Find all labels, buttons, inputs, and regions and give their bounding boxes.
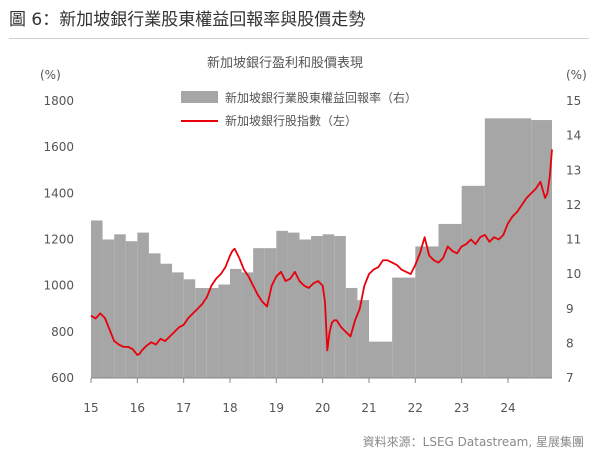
x-tick-label: 21: [361, 401, 376, 415]
roe-bar: [218, 284, 230, 378]
left-tick-label: 1200: [43, 233, 74, 247]
roe-bar: [357, 300, 369, 378]
index-line: [90, 149, 553, 356]
left-tick-label: 1000: [43, 279, 74, 293]
roe-bar: [276, 230, 288, 378]
roe-bar: [102, 239, 115, 378]
roe-bar: [183, 279, 196, 378]
x-tick-label: 23: [454, 401, 469, 415]
right-tick-label: 8: [566, 336, 574, 350]
right-axis: 7 8 9 10 11 12 13 14 15: [566, 94, 581, 385]
right-tick-label: 10: [566, 267, 581, 281]
roe-bar: [195, 287, 207, 378]
roe-bar: [322, 234, 335, 378]
figure-title: 圖 6：新加坡銀行業股東權益回報率與股價走勢: [9, 10, 366, 30]
right-axis-unit: (%): [566, 68, 587, 82]
x-tick-label: 16: [130, 401, 145, 415]
roe-bar: [229, 268, 242, 378]
roe-bars: [91, 118, 552, 378]
left-tick-label: 1800: [43, 94, 74, 108]
roe-bar: [148, 253, 161, 378]
x-tick-label: 17: [176, 401, 191, 415]
x-tick-label: 22: [408, 401, 423, 415]
roe-bar: [507, 118, 532, 378]
roe-bar: [206, 287, 219, 378]
x-tick-label: 18: [222, 401, 237, 415]
chart-title: 新加坡銀行盈利和股價表現: [207, 55, 363, 71]
left-tick-label: 1600: [43, 140, 74, 154]
roe-bar: [334, 236, 346, 378]
left-axis: 600 800 1000 1200 1400 1600 1800: [43, 94, 74, 385]
right-tick-label: 12: [566, 198, 581, 212]
x-axis: 15 16 17 18 19 20 21 22 23 24: [83, 378, 516, 415]
roe-bar: [531, 120, 552, 378]
title-divider: [9, 38, 589, 39]
roe-bar: [461, 185, 485, 378]
roe-bar: [160, 263, 173, 378]
legend-label-index: 新加坡銀行股指數（左）: [225, 113, 357, 128]
roe-bar: [125, 241, 138, 378]
roe-bar: [287, 232, 300, 378]
roe-bar: [241, 272, 254, 378]
roe-bar: [114, 234, 126, 378]
left-axis-unit: (%): [40, 68, 61, 82]
legend-label-roe: 新加坡銀行業股東權益回報率（右）: [225, 90, 417, 105]
roe-bar: [392, 277, 416, 378]
roe-bar: [484, 118, 508, 378]
roe-bar: [311, 236, 323, 378]
source-note: 資料來源：LSEG Datastream, 星展集團: [362, 435, 584, 449]
index-line-path: [90, 149, 553, 356]
right-tick-label: 15: [566, 94, 581, 108]
x-tick-label: 15: [83, 401, 98, 415]
left-tick-label: 600: [51, 371, 74, 385]
right-tick-label: 11: [566, 233, 581, 247]
legend-swatch-roe: [181, 91, 218, 103]
left-tick-label: 800: [51, 325, 74, 339]
roe-bar: [137, 232, 149, 378]
roe-bar: [91, 220, 103, 378]
legend: 新加坡銀行業股東權益回報率（右） 新加坡銀行股指數（左）: [181, 90, 417, 128]
left-tick-label: 1400: [43, 186, 74, 200]
roe-bar: [253, 248, 265, 378]
x-tick-label: 19: [269, 401, 284, 415]
roe-bar: [299, 239, 312, 378]
right-tick-label: 7: [566, 371, 574, 385]
x-tick-label: 24: [500, 401, 515, 415]
right-tick-label: 13: [566, 163, 581, 177]
roe-bar: [415, 246, 439, 378]
roe-bar: [368, 341, 393, 378]
right-tick-label: 9: [566, 302, 574, 316]
x-tick-label: 20: [315, 401, 330, 415]
right-tick-label: 14: [566, 129, 581, 143]
roe-bar: [438, 223, 462, 378]
roe-bar: [264, 248, 277, 378]
roe-bar: [172, 272, 184, 378]
